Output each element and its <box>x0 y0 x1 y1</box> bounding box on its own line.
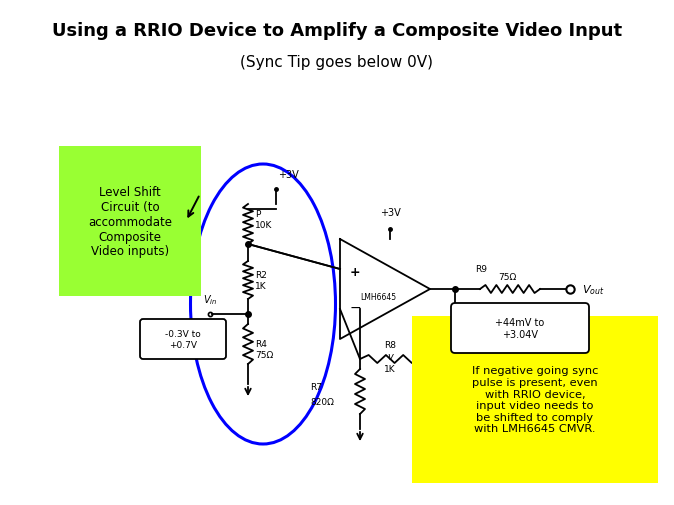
Text: P
10K: P 10K <box>255 210 272 229</box>
Text: LMH6645: LMH6645 <box>360 293 396 302</box>
Text: 75Ω: 75Ω <box>498 273 516 281</box>
Text: R9: R9 <box>475 265 487 274</box>
Text: 820Ω: 820Ω <box>310 397 334 406</box>
Text: $V_{in}$: $V_{in}$ <box>203 292 217 307</box>
Text: (Sync Tip goes below 0V): (Sync Tip goes below 0V) <box>241 55 433 70</box>
Text: $V_{out}$: $V_{out}$ <box>582 282 605 296</box>
Text: R4
75Ω: R4 75Ω <box>255 340 273 359</box>
Text: v: v <box>387 351 393 361</box>
FancyBboxPatch shape <box>451 304 589 354</box>
Text: R2
1K: R2 1K <box>255 271 267 290</box>
Text: R8: R8 <box>384 340 396 349</box>
FancyBboxPatch shape <box>59 147 201 296</box>
Text: +3V: +3V <box>379 208 400 218</box>
Text: If negative going sync
pulse is present, even
with RRIO device,
input video need: If negative going sync pulse is present,… <box>472 366 599 434</box>
Text: +44mV to
+3.04V: +44mV to +3.04V <box>495 318 545 339</box>
Text: Using a RRIO Device to Amplify a Composite Video Input: Using a RRIO Device to Amplify a Composi… <box>52 22 622 40</box>
Text: −: − <box>349 300 361 315</box>
Text: 1K: 1K <box>384 364 396 373</box>
FancyBboxPatch shape <box>140 319 226 359</box>
Text: -0.3V to
+0.7V: -0.3V to +0.7V <box>165 330 201 349</box>
Text: Level Shift
Circuit (to
accommodate
Composite
Video inputs): Level Shift Circuit (to accommodate Comp… <box>88 185 172 258</box>
Text: +: + <box>350 266 361 279</box>
Text: R7: R7 <box>310 382 322 391</box>
Text: +3V: +3V <box>278 170 299 180</box>
FancyBboxPatch shape <box>412 316 658 483</box>
